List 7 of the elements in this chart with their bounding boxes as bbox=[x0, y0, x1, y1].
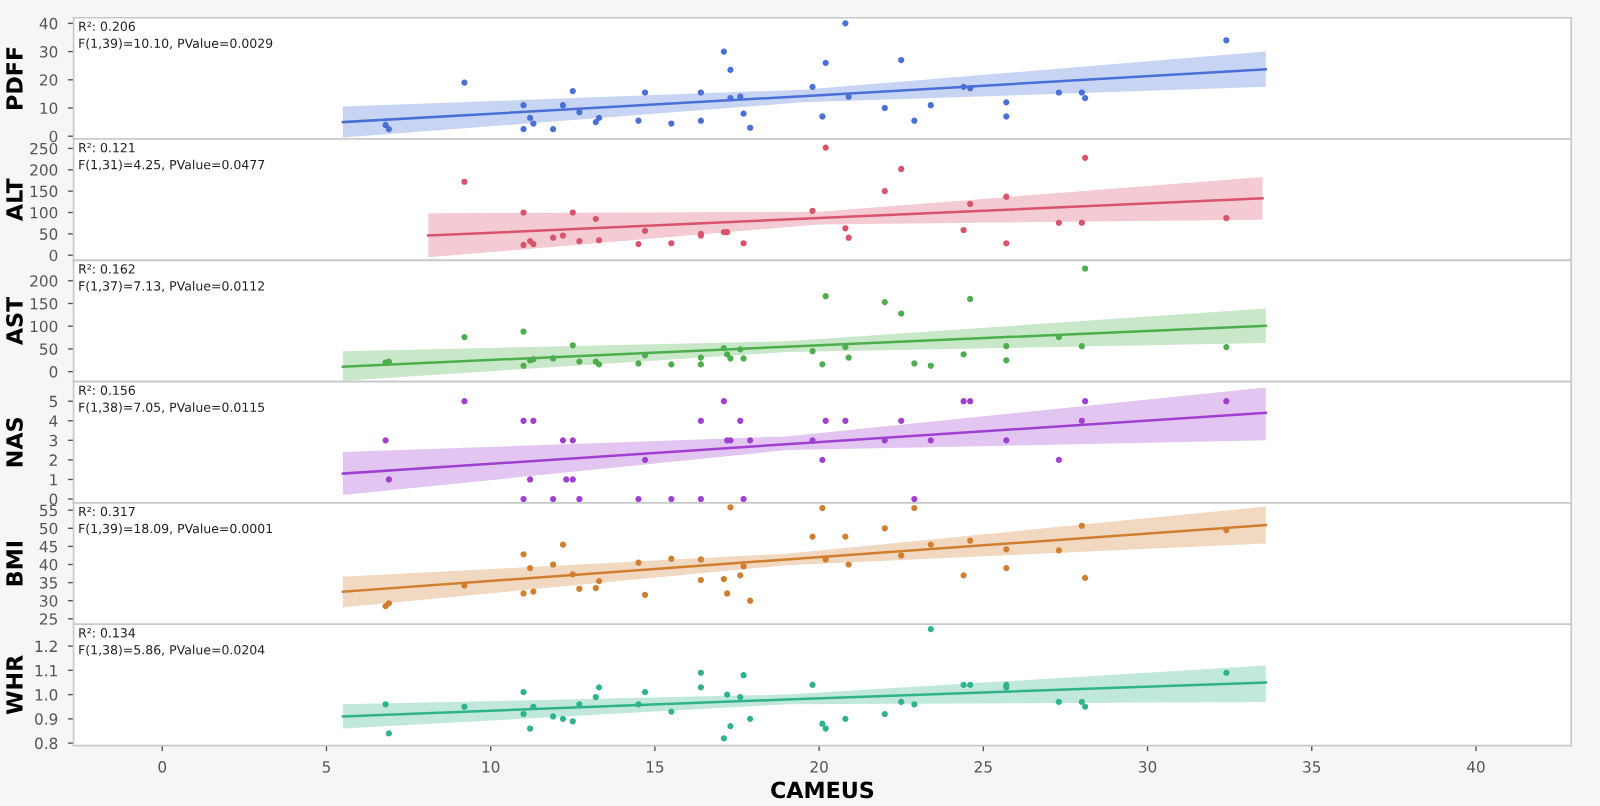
y-axis-title: NAS bbox=[6, 418, 23, 467]
y-axis-title: AST bbox=[6, 296, 23, 346]
y-axis-title: PDFF bbox=[6, 47, 23, 109]
y-axis-title: ALT bbox=[6, 178, 23, 221]
x-axis-title: CAMEUS bbox=[771, 781, 874, 799]
y-axis-title: WHR bbox=[6, 655, 23, 715]
y-axis-title: BMI bbox=[6, 541, 23, 586]
